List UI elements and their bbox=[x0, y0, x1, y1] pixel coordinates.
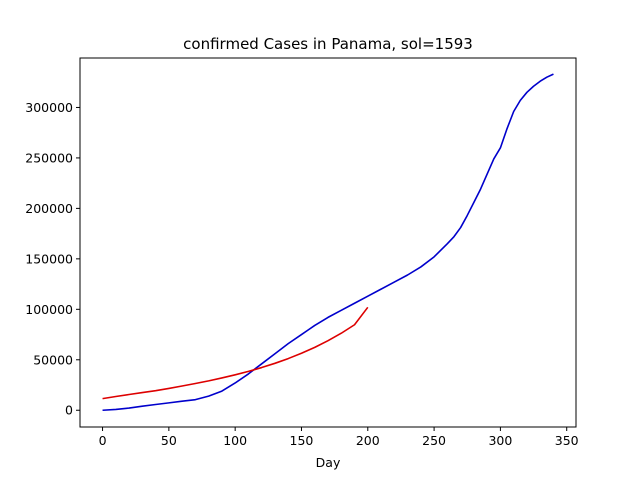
x-axis: 0 50 100 150 200 250 300 350 bbox=[99, 427, 579, 448]
y-tick-label: 100000 bbox=[25, 302, 73, 317]
y-tick-label: 150000 bbox=[25, 251, 73, 266]
plot-area bbox=[79, 57, 577, 428]
x-tick-label: 150 bbox=[290, 433, 314, 448]
y-tick-label: 0 bbox=[65, 403, 73, 418]
x-tick-label: 200 bbox=[356, 433, 380, 448]
x-tick-label: 350 bbox=[555, 433, 579, 448]
x-axis-label: Day bbox=[316, 455, 341, 470]
y-tick-label: 250000 bbox=[25, 150, 73, 165]
series-layer bbox=[102, 73, 554, 412]
x-tick-label: 50 bbox=[161, 433, 177, 448]
y-tick-label: 50000 bbox=[33, 352, 73, 367]
x-tick-label: 250 bbox=[422, 433, 446, 448]
series-line-1 bbox=[102, 73, 554, 412]
x-tick-label: 100 bbox=[223, 433, 247, 448]
axes-frame bbox=[79, 57, 577, 428]
y-tick-label: 200000 bbox=[25, 201, 73, 216]
y-tick-label: 300000 bbox=[25, 100, 73, 115]
x-tick-label: 0 bbox=[99, 433, 107, 448]
chart-title: confirmed Cases in Panama, sol=1593 bbox=[183, 35, 473, 53]
x-tick-label: 300 bbox=[488, 433, 512, 448]
y-axis: 0 50000 100000 150000 200000 250000 300000 bbox=[25, 100, 80, 418]
series-line-2 bbox=[102, 306, 369, 400]
